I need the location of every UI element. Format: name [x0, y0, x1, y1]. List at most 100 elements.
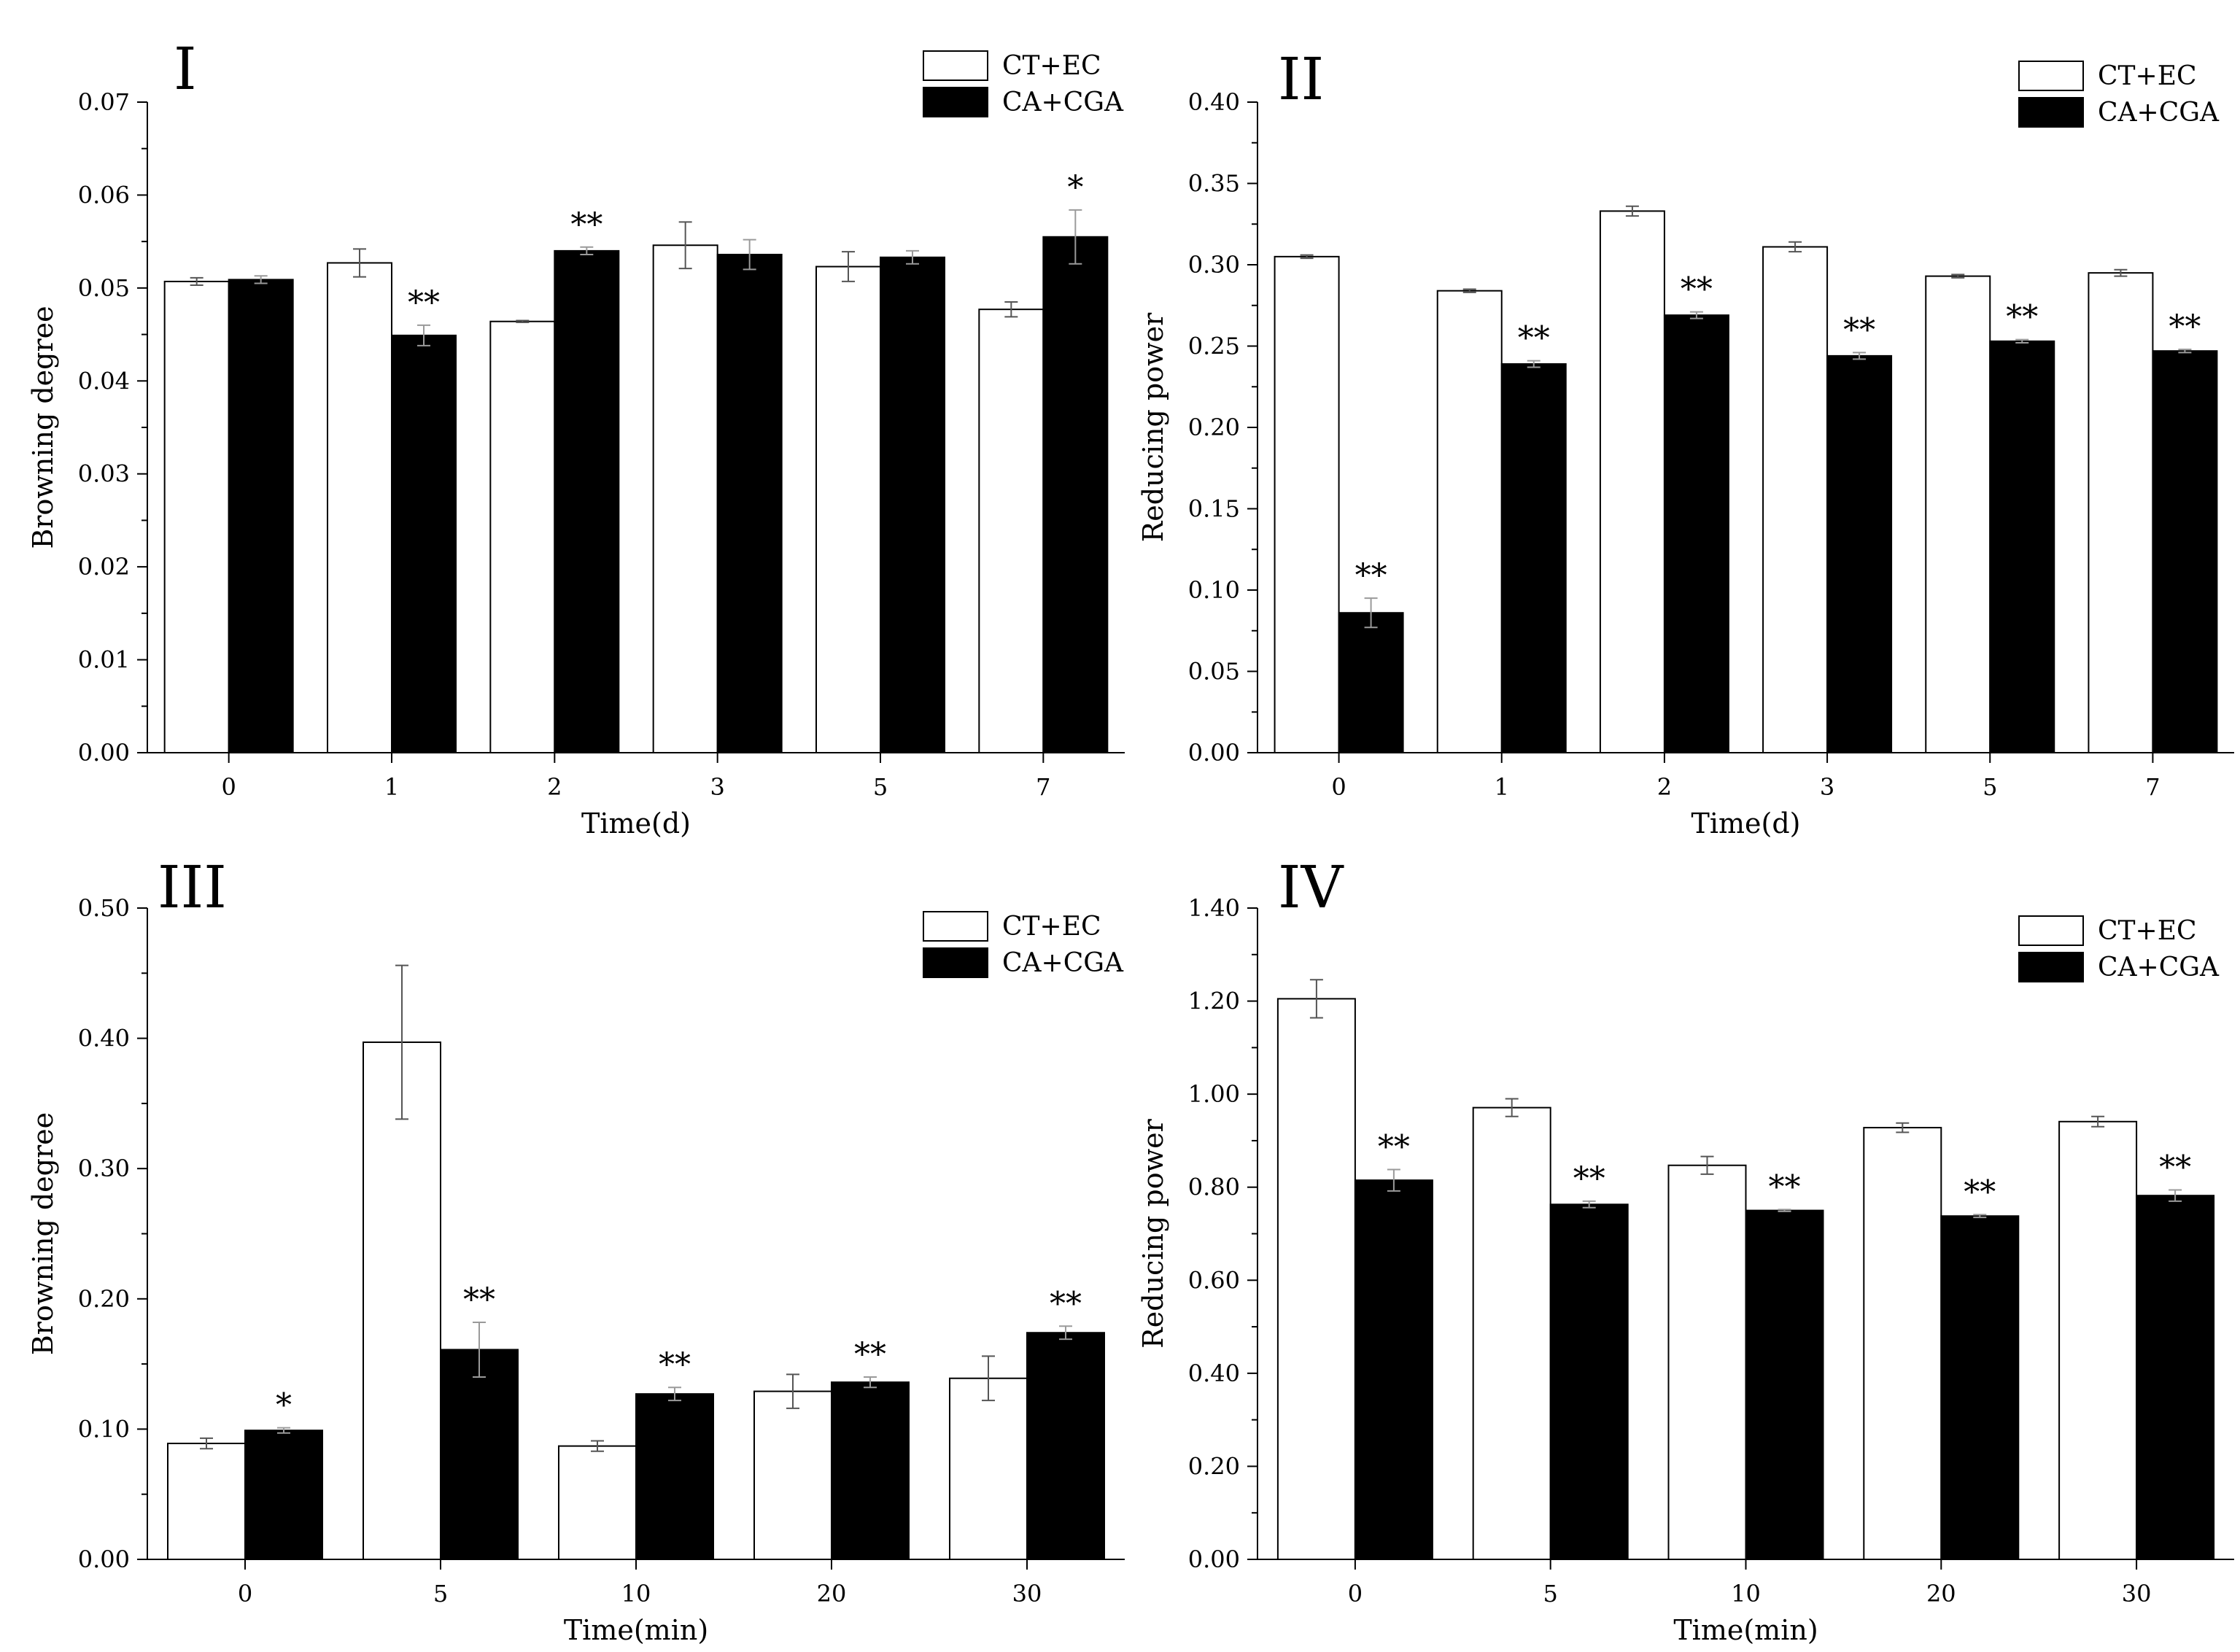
legend-swatch [923, 87, 988, 117]
significance-mark: ** [1964, 1174, 1996, 1211]
x-tick-label: 0 [1348, 1580, 1363, 1608]
x-tick-label: 7 [1036, 773, 1050, 801]
x-axis-title: Time(d) [1691, 807, 1801, 839]
bar [1354, 1179, 1433, 1561]
legend-label: CT+EC [1002, 912, 1101, 942]
bar [163, 280, 230, 753]
x-tick-label: 5 [1983, 773, 1997, 801]
significance-mark: ** [408, 284, 440, 322]
y-tick-label: 0.30 [78, 1155, 130, 1182]
bar [167, 1443, 246, 1561]
legend-label: CA+CGA [2098, 98, 2220, 128]
panel-label: I [174, 35, 197, 103]
bar [440, 1349, 519, 1560]
bar [2136, 1195, 2215, 1560]
y-tick-label: 0.00 [78, 739, 130, 767]
x-tick-label: 2 [547, 773, 562, 801]
legend: CT+EC CA+CGA [2018, 61, 2220, 128]
y-tick-label: 0.04 [78, 367, 130, 395]
bar [1549, 1203, 1629, 1560]
legend-label: CA+CGA [1002, 88, 1124, 117]
y-tick-label: 0.10 [1188, 576, 1240, 604]
x-tick-label: 10 [1731, 1580, 1761, 1608]
y-tick-label: 0.10 [78, 1415, 130, 1443]
bar [1925, 275, 1991, 753]
y-tick-label: 0.02 [78, 553, 130, 581]
bar [635, 1393, 714, 1560]
bar [1940, 1215, 2020, 1561]
chart-panel-3: III * 0 ** 5 ** 10 ** 20 ** 30 0.00 0.10 0.20 0.30 0.40… [27, 853, 1125, 1646]
x-tick-label: 20 [1926, 1580, 1956, 1608]
y-tick-label: 1.20 [1188, 988, 1240, 1015]
significance-mark: ** [1573, 1160, 1605, 1198]
y-axis-title: Browning degree [27, 1112, 59, 1355]
bar [1599, 210, 1665, 754]
x-tick-label: 0 [221, 773, 236, 801]
y-tick-label: 0.00 [1188, 1546, 1240, 1573]
y-tick-label: 0.80 [1188, 1174, 1240, 1201]
bar [753, 1390, 832, 1560]
legend-label: CT+EC [1002, 51, 1101, 81]
bar [880, 256, 945, 753]
bar [1863, 1127, 1942, 1561]
y-tick-label: 0.07 [78, 88, 130, 116]
chart-panel-4: IV ** 0 ** 5 ** 10 ** 20 ** 30 0.00 0.20 0.40 0.60 0.80… [1137, 853, 2234, 1646]
x-tick-label: 20 [817, 1580, 847, 1608]
y-tick-label: 0.03 [78, 460, 130, 488]
significance-mark: ** [854, 1336, 886, 1373]
x-axis-title: Time(min) [1673, 1614, 1818, 1646]
y-tick-label: 0.20 [1188, 1452, 1240, 1480]
x-tick-label: 0 [238, 1580, 252, 1608]
y-tick-label: 0.01 [78, 646, 130, 674]
bar [1338, 612, 1404, 753]
legend: CT+EC CA+CGA [923, 911, 1124, 978]
significance-mark: ** [2159, 1149, 2191, 1187]
bar [2152, 350, 2218, 753]
x-tick-label: 1 [1495, 773, 1509, 801]
bar [1762, 246, 1829, 754]
significance-mark: ** [1843, 311, 1875, 349]
significance-mark: ** [570, 206, 602, 244]
y-tick-label: 0.35 [1188, 170, 1240, 198]
x-tick-label: 0 [1331, 773, 1346, 801]
y-tick-label: 0.40 [78, 1025, 130, 1052]
x-tick-label: 7 [2145, 773, 2160, 801]
x-axis-title: Time(min) [564, 1614, 708, 1646]
y-tick-label: 1.40 [1188, 894, 1240, 922]
y-tick-label: 0.40 [1188, 1360, 1240, 1387]
bar [228, 279, 294, 754]
y-axis-title: Reducing power [1137, 1118, 1169, 1348]
y-tick-label: 0.50 [78, 894, 130, 922]
panel-label: III [158, 853, 227, 921]
y-tick-label: 0.15 [1188, 495, 1240, 523]
legend-label: CA+CGA [2098, 953, 2220, 982]
bar [815, 265, 881, 753]
bar [1745, 1209, 1824, 1561]
bar [554, 249, 620, 753]
y-tick-label: 0.60 [1188, 1266, 1240, 1294]
bar [327, 262, 392, 753]
y-tick-label: 1.00 [1188, 1080, 1240, 1108]
significance-mark: ** [2169, 309, 2201, 346]
significance-mark: * [1067, 169, 1083, 206]
bar [1663, 314, 1729, 753]
bar [244, 1430, 323, 1561]
bar [2058, 1120, 2138, 1561]
bar [1436, 290, 1503, 753]
y-axis-title: Browning degree [27, 306, 59, 548]
significance-mark: ** [1050, 1285, 1082, 1322]
significance-mark: ** [2006, 299, 2038, 336]
panel-label: IV [1278, 853, 1344, 921]
bar [1989, 340, 2055, 753]
bar [391, 334, 457, 753]
legend: CT+EC CA+CGA [2018, 915, 2220, 982]
y-tick-label: 0.20 [1188, 414, 1240, 441]
bar [2088, 272, 2154, 753]
legend-swatch [923, 911, 988, 942]
significance-mark: ** [1681, 271, 1713, 309]
x-tick-label: 1 [384, 773, 399, 801]
y-tick-label: 0.25 [1188, 333, 1240, 360]
y-axis-title: Reducing power [1137, 312, 1169, 542]
x-tick-label: 5 [873, 773, 888, 801]
